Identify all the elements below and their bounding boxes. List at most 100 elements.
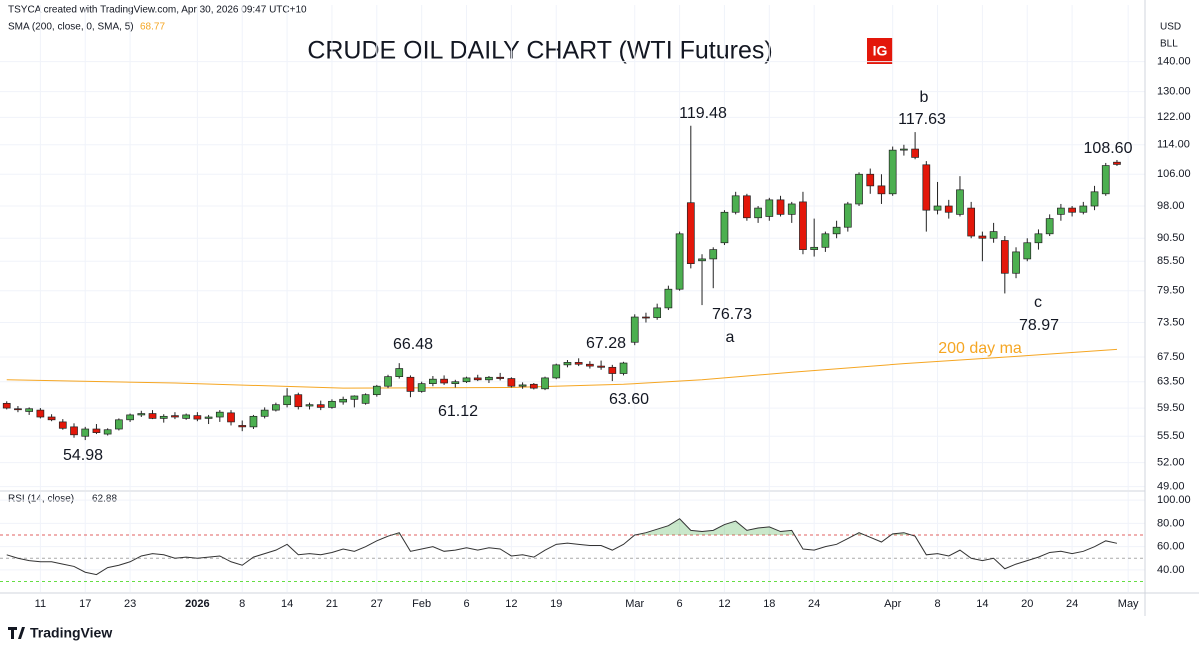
candle-body [843, 203, 852, 228]
candle-body [664, 288, 673, 309]
candle-body [855, 173, 863, 205]
candle-body [709, 249, 718, 260]
candle-body [227, 412, 235, 423]
annotation: 63.60 [609, 391, 649, 408]
annotation: 67.28 [586, 335, 626, 352]
candle-body [686, 202, 695, 264]
y-tick-label: 122.00 [1157, 111, 1191, 123]
candle-body [103, 429, 112, 435]
candle-body [608, 366, 617, 374]
candle-body [832, 226, 841, 235]
annotation: 76.73 [712, 306, 752, 323]
candle-body [967, 207, 976, 237]
y-tick-label: 140.00 [1157, 55, 1191, 67]
x-tick-label: 11 [35, 598, 46, 610]
candle-body [1090, 191, 1099, 207]
x-tick-label: 8 [239, 598, 245, 610]
rsi-legend: RSI (14, close) [8, 494, 74, 505]
y-tick-label: 106.00 [1157, 168, 1191, 180]
candle-body [586, 363, 594, 367]
candle-body [956, 189, 964, 215]
candle-body [260, 409, 269, 417]
created-line: TSYCA created with TradingView.com, Apr … [8, 5, 307, 16]
x-tick-label: 6 [463, 598, 469, 610]
candle-body [25, 408, 34, 412]
x-tick-label: 12 [718, 598, 730, 610]
candle-body [137, 413, 146, 416]
footer-logo: TradingView [8, 625, 112, 641]
x-tick-label: 23 [124, 598, 136, 610]
candle-body [193, 415, 202, 420]
candle-body [462, 377, 471, 383]
sma-legend-value: 68.77 [140, 22, 165, 33]
candle-body [283, 395, 291, 406]
candle-body [316, 404, 325, 408]
sma-label: 200 day ma [938, 340, 1022, 357]
candle-body [518, 384, 527, 387]
candle-body [47, 416, 56, 421]
sma-legend: SMA (200, close, 0, SMA, 5) [8, 22, 134, 33]
candle-body [372, 385, 381, 396]
tv-icon [8, 627, 25, 639]
candle-body [1068, 207, 1076, 213]
candle-body [765, 199, 774, 217]
candle-body [799, 201, 807, 250]
candle-body [171, 415, 179, 418]
x-tick-label: May [1118, 598, 1139, 610]
y-tick-label: 55.50 [1157, 430, 1185, 442]
currency: USD [1160, 22, 1181, 33]
y-tick-label: 130.00 [1157, 86, 1191, 98]
ig-logo-box [867, 38, 893, 64]
candle-body [630, 316, 639, 343]
x-tick-label: 2026 [185, 598, 209, 610]
y-tick-label: 114.00 [1157, 139, 1190, 151]
x-tick-label: 24 [808, 598, 820, 610]
candle-body [451, 381, 460, 384]
annotation: 66.48 [393, 336, 433, 353]
y-tick-label: 59.50 [1157, 402, 1185, 414]
rsi-tick-label: 40.00 [1157, 564, 1185, 576]
candle-body [440, 378, 448, 384]
candle-body [350, 395, 359, 400]
candle-body [922, 164, 931, 211]
candle-body [1000, 240, 1009, 274]
candle-body [485, 376, 493, 381]
candle-body [272, 404, 280, 411]
candle-body [720, 211, 729, 244]
x-tick-label: 24 [1066, 598, 1078, 610]
x-tick-label: 12 [505, 598, 517, 610]
candle-body [339, 398, 348, 403]
candle-body [529, 383, 538, 389]
candle-body [473, 377, 482, 381]
x-tick-label: 8 [934, 598, 940, 610]
x-tick-label: 6 [677, 598, 683, 610]
rsi-line [6, 518, 1118, 576]
candle-body [58, 421, 67, 429]
x-tick-label: 20 [1021, 598, 1033, 610]
candle-body [406, 376, 415, 392]
candle-body [574, 362, 583, 365]
candle-body [305, 404, 314, 407]
y-tick-label: 85.50 [1157, 255, 1185, 267]
x-tick-label: 14 [281, 598, 293, 610]
x-tick-label: Feb [412, 598, 431, 610]
candle-body [294, 394, 303, 408]
candle-body [653, 307, 662, 318]
candle-body [698, 258, 706, 262]
y-tick-label: 98.00 [1157, 200, 1185, 212]
candle-body [182, 414, 191, 419]
candle-body [361, 394, 370, 404]
candle-body [877, 185, 886, 195]
candle-body [888, 149, 897, 195]
rsi-tick-label: 60.00 [1157, 541, 1185, 553]
candle-body [787, 203, 796, 215]
candle-body [14, 408, 22, 411]
candle-body [126, 414, 134, 421]
candle-body [1079, 205, 1088, 213]
grid [0, 5, 1145, 592]
x-tick-label: Apr [884, 598, 901, 610]
candle-body [204, 416, 213, 419]
candle-body [115, 419, 123, 430]
candle-body [215, 411, 224, 418]
